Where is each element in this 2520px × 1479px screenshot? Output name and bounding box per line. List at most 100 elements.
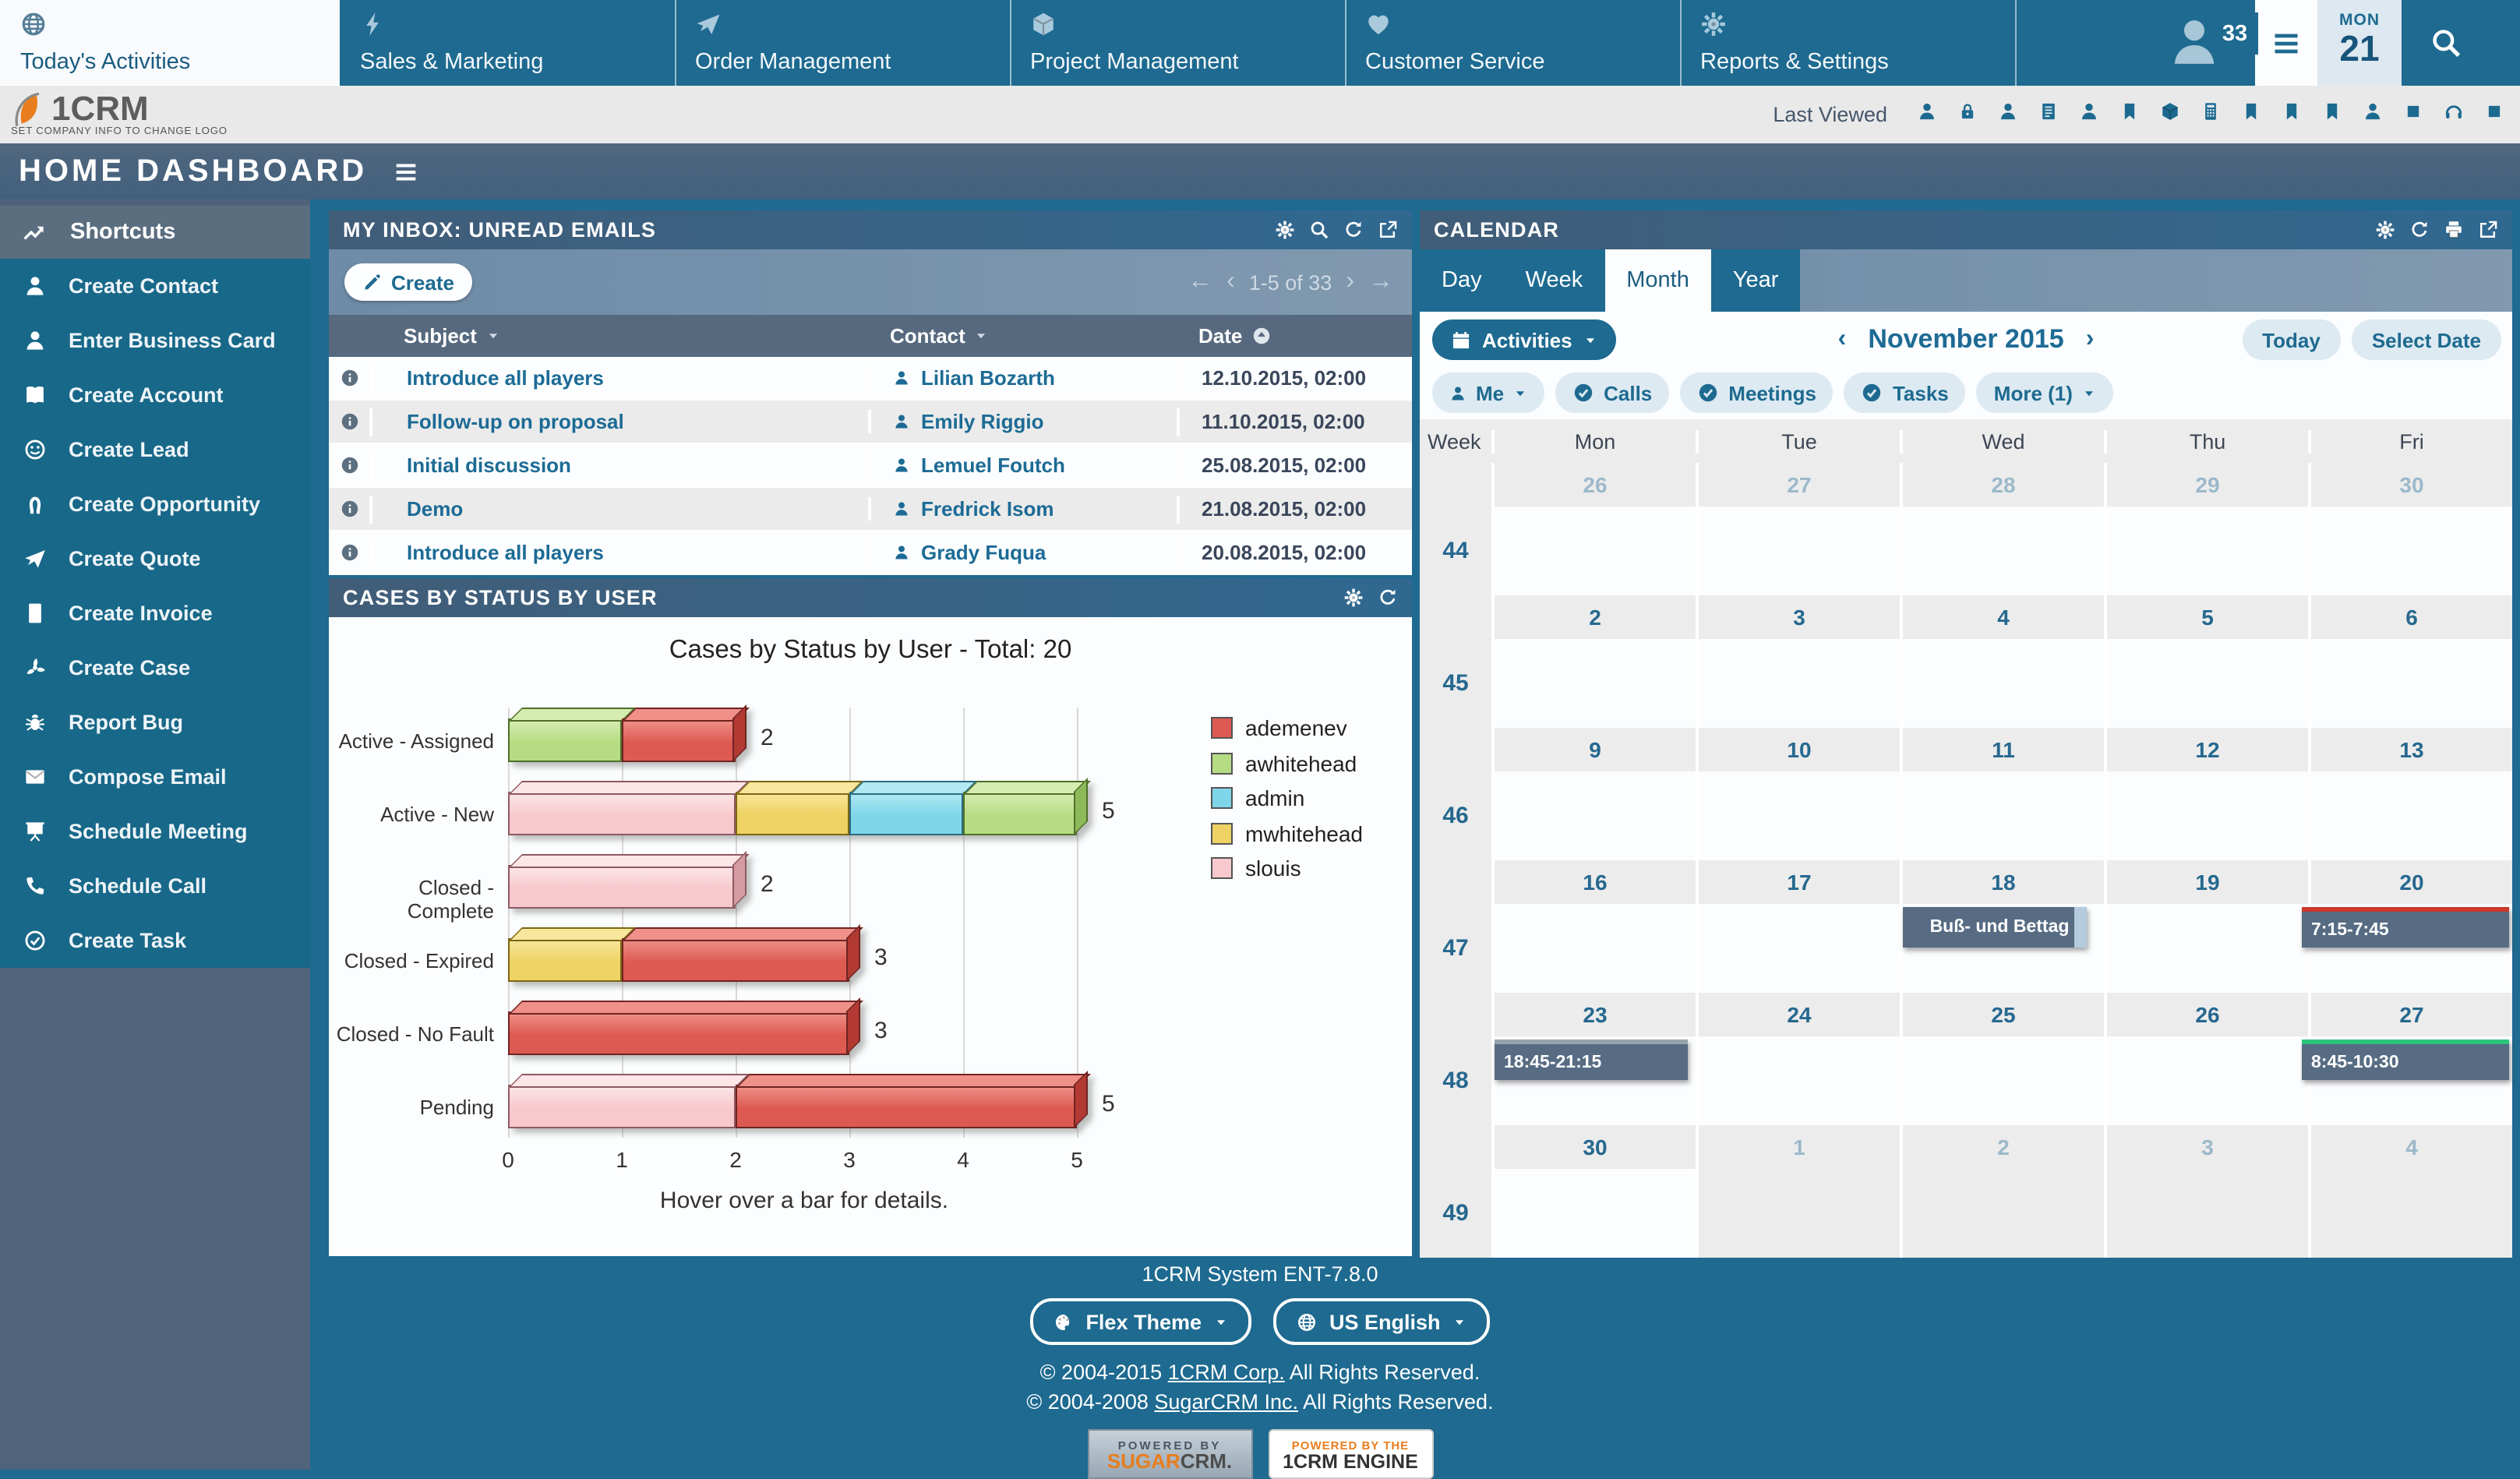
filter-chip-tasks[interactable]: Tasks xyxy=(1844,372,1966,413)
user-avatar[interactable] xyxy=(2151,0,2255,86)
email-row[interactable]: Follow-up on proposal Emily Riggio 11.10.2… xyxy=(329,401,1412,444)
nav-tab-reports-settings[interactable]: Reports & Settings xyxy=(1680,0,2017,86)
email-subject-link[interactable]: Follow-up on proposal xyxy=(407,409,624,432)
email-subject-link[interactable]: Demo xyxy=(407,496,464,520)
bar-segment-mwhitehead[interactable] xyxy=(508,938,622,982)
bar-segment-mwhitehead[interactable] xyxy=(736,792,849,835)
bar-segment-slouis[interactable] xyxy=(508,865,736,909)
column-contact[interactable]: Contact xyxy=(868,324,1177,348)
calendar-day-cell[interactable] xyxy=(2308,507,2512,595)
today-button[interactable]: Today xyxy=(2242,319,2341,360)
bar-segment-slouis[interactable] xyxy=(508,792,736,835)
filter-chip-more-1-[interactable]: More (1) xyxy=(1976,372,2113,413)
calendar-tab-month[interactable]: Month xyxy=(1604,249,1711,312)
calendar-day-cell[interactable] xyxy=(2308,771,2512,860)
calendar-event[interactable]: 18:45-21:15 xyxy=(1495,1040,1688,1080)
next-page-button[interactable]: › xyxy=(1346,268,1354,295)
email-row[interactable]: Introduce all players Grady Fuqua 20.08.20… xyxy=(329,531,1412,575)
email-subject-link[interactable]: Introduce all players xyxy=(407,365,604,389)
email-contact-link[interactable]: Lilian Bozarth xyxy=(921,366,1055,390)
powered-by-sugarcrm-badge[interactable]: POWERED BY SUGARCRM. xyxy=(1087,1429,1252,1479)
calendar-day-16[interactable]: 16 xyxy=(1491,860,1696,904)
column-date[interactable]: Date xyxy=(1177,324,1412,348)
last-viewed-item[interactable] xyxy=(1917,101,1937,129)
calendar-day-3[interactable]: 3 xyxy=(1696,595,1900,639)
powered-by-1crm-engine-badge[interactable]: POWERED BY THE 1CRM ENGINE xyxy=(1268,1429,1433,1479)
filter-chip-me[interactable]: Me xyxy=(1432,372,1545,413)
calendar-day-29[interactable]: 29 xyxy=(2104,463,2308,507)
calendar-day-cell[interactable] xyxy=(1491,904,1696,993)
sidebar-item-create-lead[interactable]: Create Lead xyxy=(0,422,310,477)
calendar-event[interactable]: 8:45-10:30 xyxy=(2302,1040,2509,1080)
calendar-day-cell[interactable] xyxy=(1696,771,1900,860)
1crm-corp-link[interactable]: 1CRM Corp. xyxy=(1167,1361,1285,1384)
calendar-day-cell[interactable] xyxy=(1696,507,1900,595)
last-viewed-item[interactable] xyxy=(2484,101,2504,129)
sugarcrm-link[interactable]: SugarCRM Inc. xyxy=(1154,1390,1298,1414)
nav-tab-sales-marketing[interactable]: Sales & Marketing xyxy=(340,0,676,86)
sidebar-item-report-bug[interactable]: Report Bug xyxy=(0,695,310,750)
calendar-day-5[interactable]: 5 xyxy=(2104,595,2308,639)
calendar-day-cell[interactable] xyxy=(1900,1036,2104,1125)
sidebar-item-create-contact[interactable]: Create Contact xyxy=(0,259,310,313)
week-number-47[interactable]: 47 xyxy=(1442,935,1469,962)
email-row[interactable]: Initial discussion Lemuel Foutch 25.08.201… xyxy=(329,444,1412,488)
sidebar-item-create-opportunity[interactable]: Create Opportunity xyxy=(0,477,310,531)
week-number-49[interactable]: 49 xyxy=(1442,1200,1469,1227)
last-viewed-item[interactable] xyxy=(2038,101,2059,129)
calendar-day-cell[interactable] xyxy=(1900,1169,2104,1258)
bar-segment-admin[interactable] xyxy=(849,792,963,835)
calendar-tab-year[interactable]: Year xyxy=(1710,249,1801,312)
bar-segment-ademenev[interactable] xyxy=(622,718,736,762)
filter-chip-meetings[interactable]: Meetings xyxy=(1680,372,1834,413)
calendar-day-cell[interactable] xyxy=(2104,1169,2308,1258)
calendar-day-2[interactable]: 2 xyxy=(1900,1125,2104,1169)
menu-toggle[interactable] xyxy=(2255,0,2317,86)
calendar-day-cell[interactable] xyxy=(2104,639,2308,728)
calendar-day-2[interactable]: 2 xyxy=(1491,595,1696,639)
last-page-button[interactable]: → xyxy=(1368,268,1393,295)
week-number-45[interactable]: 45 xyxy=(1442,670,1469,697)
calendar-day-11[interactable]: 11 xyxy=(1900,728,2104,771)
last-viewed-item[interactable] xyxy=(1998,101,2018,129)
calendar-day-cell[interactable] xyxy=(2104,1036,2308,1125)
print-icon[interactable] xyxy=(2444,220,2464,240)
create-button[interactable]: Create xyxy=(344,263,473,301)
calendar-day-cell[interactable] xyxy=(1900,507,2104,595)
next-month-button[interactable]: › xyxy=(2085,325,2095,351)
calendar-day-6[interactable]: 6 xyxy=(2308,595,2512,639)
calendar-day-cell[interactable] xyxy=(2308,1169,2512,1258)
sidebar-item-create-invoice[interactable]: Create Invoice xyxy=(0,586,310,641)
company-logo[interactable]: 1CRM SET COMPANY INFO TO CHANGE LOGO xyxy=(11,89,228,137)
calendar-day-4[interactable]: 4 xyxy=(2308,1125,2512,1169)
email-contact-link[interactable]: Grady Fuqua xyxy=(921,541,1046,564)
last-viewed-item[interactable] xyxy=(2363,101,2383,129)
email-contact-link[interactable]: Fredrick Isom xyxy=(921,497,1054,521)
calendar-day-3[interactable]: 3 xyxy=(2104,1125,2308,1169)
external-icon[interactable] xyxy=(2478,220,2498,240)
gear-icon[interactable] xyxy=(2375,220,2395,240)
email-subject-link[interactable]: Initial discussion xyxy=(407,453,571,476)
calendar-day-cell[interactable] xyxy=(1696,1169,1900,1258)
email-contact-link[interactable]: Lemuel Foutch xyxy=(921,454,1065,477)
last-viewed-item[interactable] xyxy=(2322,101,2342,129)
search-icon[interactable] xyxy=(1309,220,1329,240)
prev-page-button[interactable]: ‹ xyxy=(1226,268,1235,295)
info-icon[interactable] xyxy=(339,499,359,519)
language-dropdown[interactable]: US English xyxy=(1273,1298,1491,1345)
last-viewed-item[interactable] xyxy=(2282,101,2302,129)
nav-tab-order-management[interactable]: Order Management xyxy=(675,0,1011,86)
gear-icon[interactable] xyxy=(1343,588,1364,608)
last-viewed-item[interactable] xyxy=(2241,101,2261,129)
prev-month-button[interactable]: ‹ xyxy=(1837,325,1847,351)
calendar-day-24[interactable]: 24 xyxy=(1696,993,1900,1036)
bar-segment-awhitehead[interactable] xyxy=(963,792,1077,835)
calendar-day-13[interactable]: 13 xyxy=(2308,728,2512,771)
notification-badge[interactable]: 33 xyxy=(2211,12,2258,55)
last-viewed-item[interactable] xyxy=(2160,101,2180,129)
last-viewed-item[interactable] xyxy=(1957,101,1978,129)
calendar-day-10[interactable]: 10 xyxy=(1696,728,1900,771)
select-date-button[interactable]: Select Date xyxy=(2351,319,2501,360)
calendar-day-30[interactable]: 30 xyxy=(2308,463,2512,507)
last-viewed-item[interactable] xyxy=(2444,101,2464,129)
